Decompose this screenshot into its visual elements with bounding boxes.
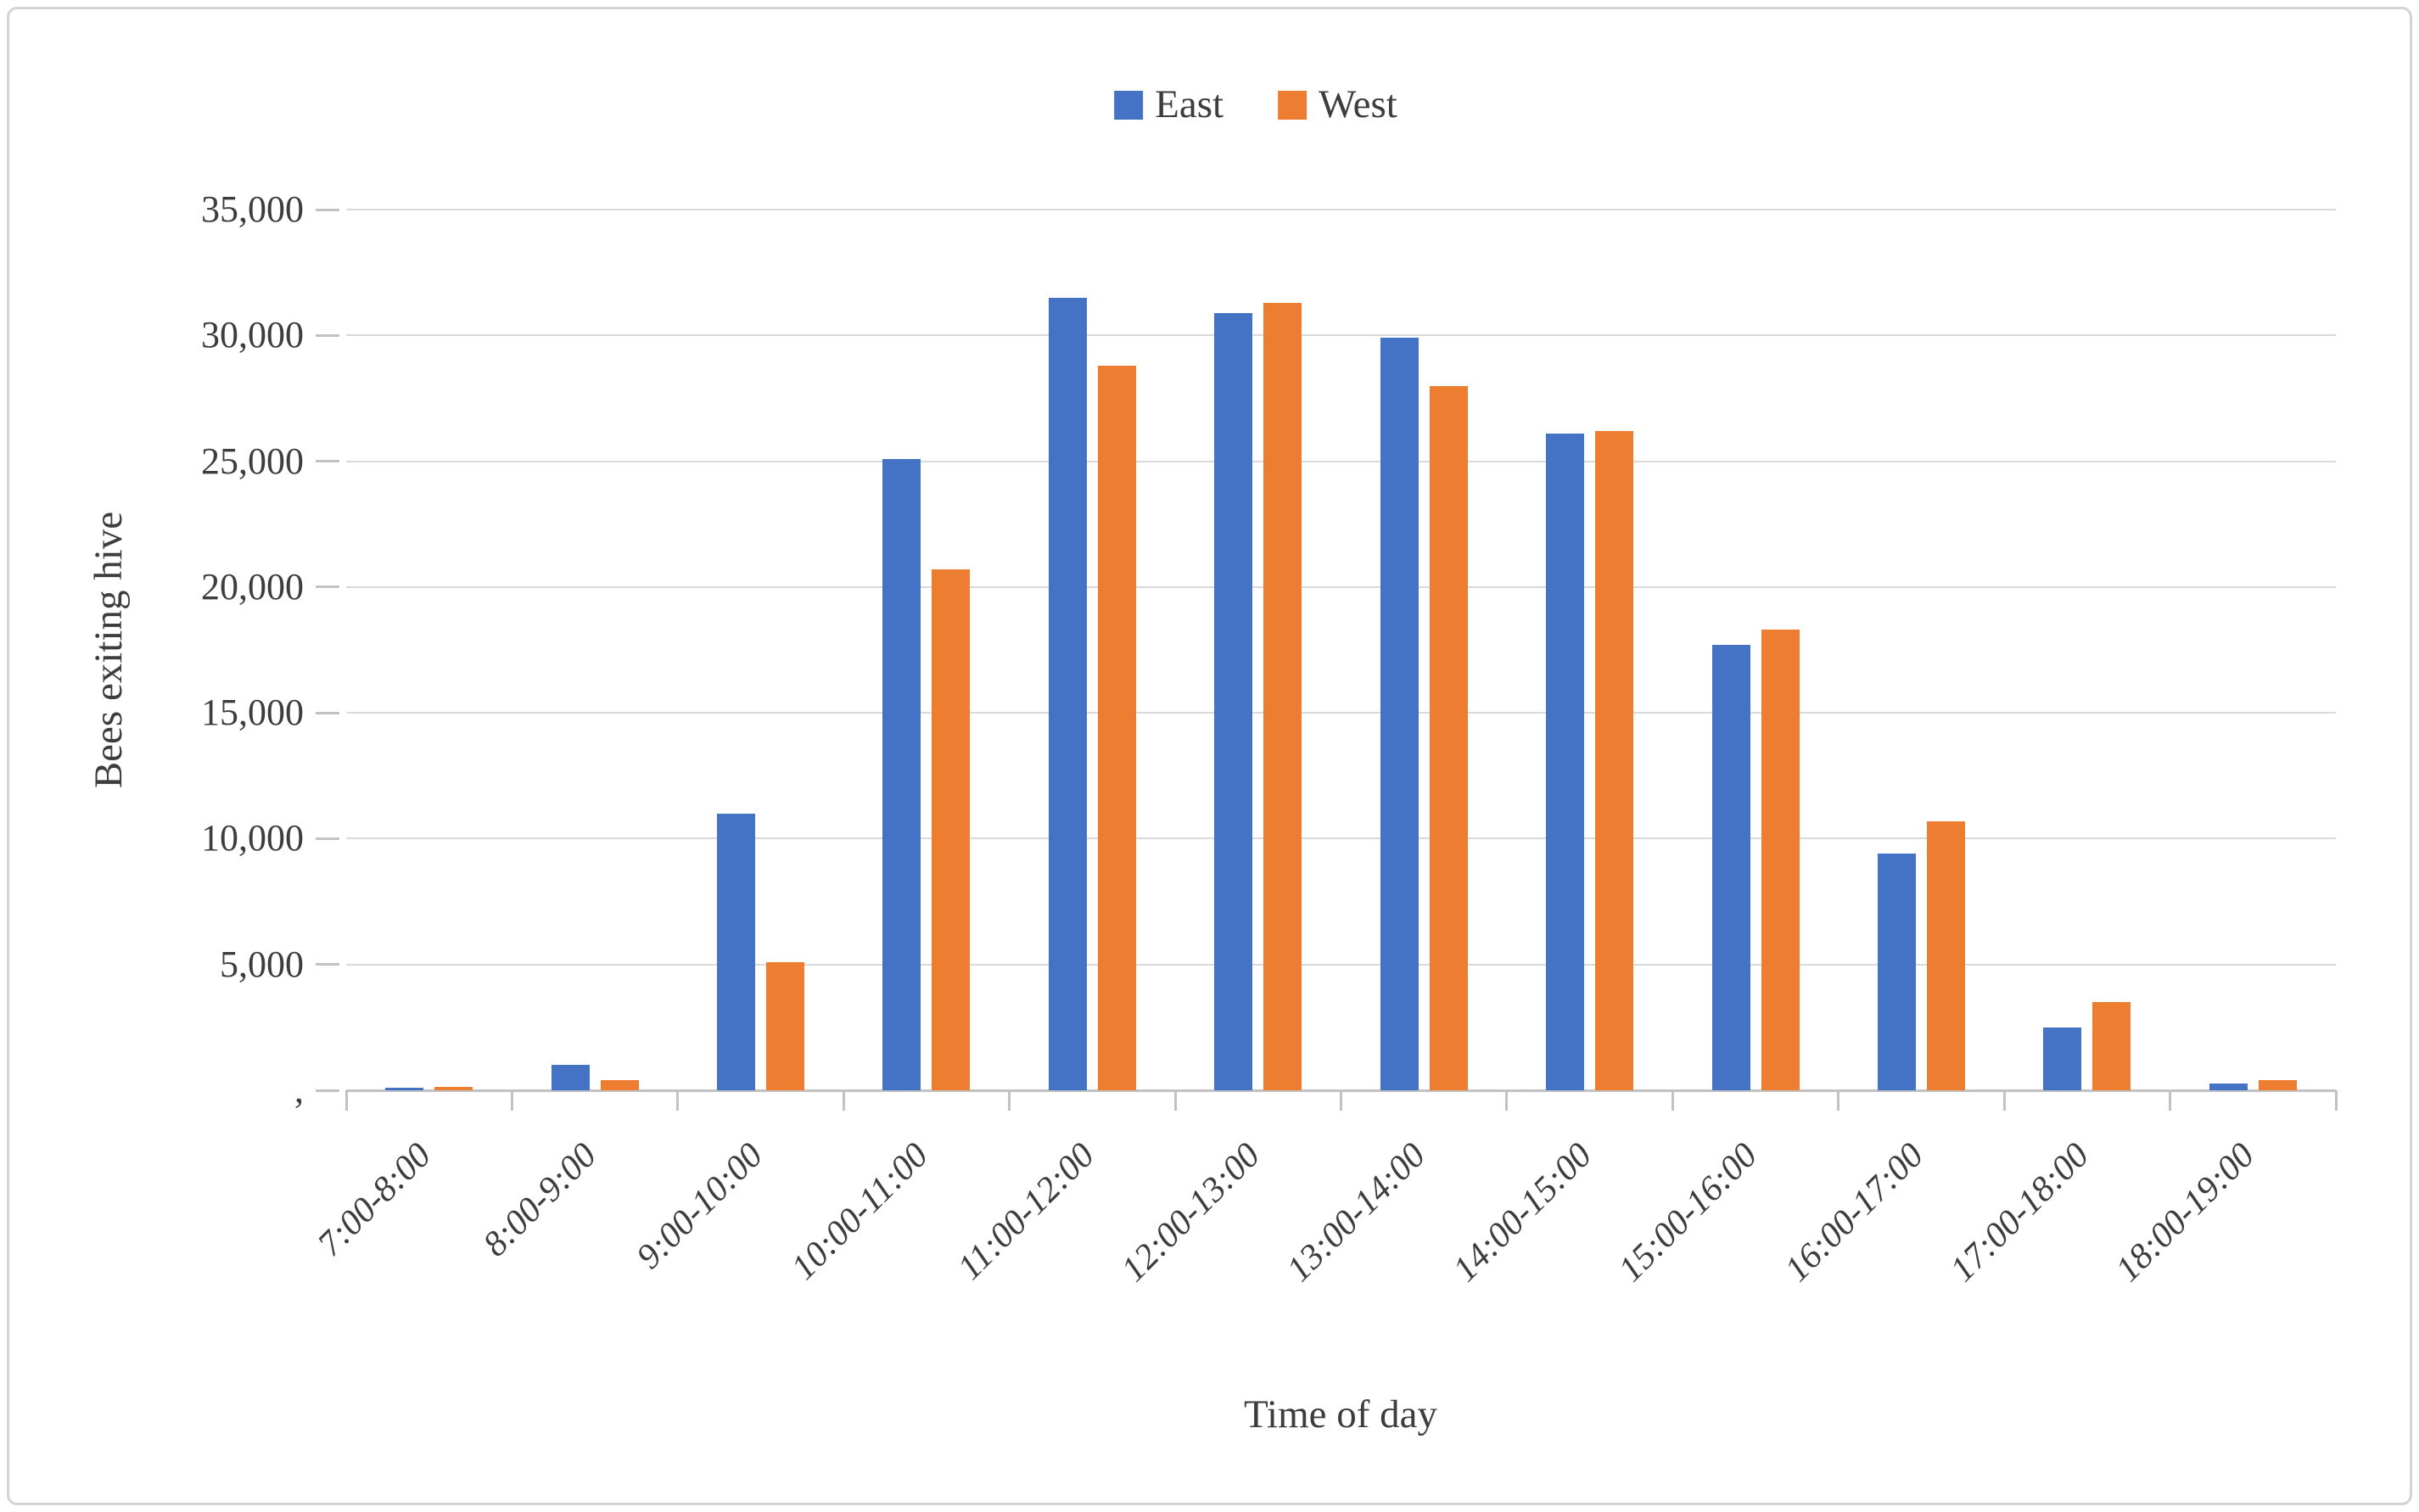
x-tick-mark [1008,1090,1011,1111]
legend-label-west: West [1319,82,1397,126]
bar-east-12 [2209,1083,2248,1090]
x-tick-label: 9:00-10:00 [629,1135,770,1277]
bar-west-10 [1926,820,1965,1090]
y-tick-mark [316,585,339,589]
bar-west-9 [1761,630,1800,1090]
bar-group-10 [1839,210,2004,1090]
bar-group-4 [843,210,1009,1090]
gridline-35000 [346,209,2336,210]
bar-west-2 [600,1080,639,1090]
x-tick-mark [510,1090,513,1111]
x-tick-mark [676,1090,680,1111]
legend-item-east: East [1114,85,1223,125]
bar-west-8 [1595,430,1634,1090]
y-tick-mark [316,1089,339,1092]
bar-east-9 [1711,645,1750,1090]
y-tick-label: 35,000 [201,188,304,230]
bar-east-5 [1048,297,1087,1090]
gridline-10000 [346,837,2336,840]
legend-item-west: West [1278,85,1397,125]
x-tick-mark [1505,1090,1509,1111]
y-tick-label: 20,000 [201,565,304,608]
bar-west-3 [766,961,805,1090]
bar-group-12 [2170,210,2336,1090]
bar-west-7 [1429,385,1468,1090]
bar-east-8 [1546,433,1585,1090]
bar-east-11 [2043,1027,2082,1090]
y-tick-label: 5,000 [220,943,304,985]
x-tick-label: 8:00-9:00 [475,1135,605,1264]
legend-swatch-east [1114,90,1144,120]
x-axis-title: Time of day [1243,1392,1438,1436]
y-tick-mark [316,711,339,714]
gridline-5000 [346,963,2336,966]
x-tick-label: 11:00-12:00 [949,1135,1102,1288]
y-tick-label: 10,000 [201,817,304,860]
bar-group-7 [1341,210,1507,1090]
y-tick-mark [316,963,339,966]
bar-group-2 [512,210,677,1090]
x-tick-mark [1340,1090,1342,1111]
bar-group-1 [346,210,512,1090]
bar-east-2 [551,1065,590,1090]
y-tick-mark [316,837,339,840]
x-tick-label: 14:00-15:00 [1445,1135,1599,1290]
x-tick-label: 16:00-17:00 [1777,1135,1931,1290]
x-tick-mark [2169,1090,2172,1111]
bar-group-9 [1672,210,1838,1090]
bar-east-10 [1877,854,1916,1090]
x-tick-mark [344,1090,348,1111]
x-tick-label: 15:00-16:00 [1611,1135,1766,1290]
x-tick-label: 10:00-11:00 [784,1135,937,1288]
y-tick-label: 30,000 [201,314,304,356]
y-tick-label: , [294,1069,304,1111]
plot-area [346,209,2336,1092]
bar-east-7 [1380,338,1419,1090]
bar-group-8 [1507,210,1672,1090]
x-tick-mark [1173,1090,1177,1111]
bar-group-6 [1175,210,1341,1090]
gridline-15000 [346,712,2336,714]
x-tick-mark [1671,1090,1674,1111]
legend: East West [1114,85,1397,125]
legend-swatch-west [1278,90,1307,120]
y-tick-mark [316,333,339,337]
x-tick-mark [2334,1090,2338,1111]
x-tick-mark [2002,1090,2006,1111]
gridline-25000 [346,460,2336,462]
x-tick-label: 18:00-19:00 [2108,1135,2263,1290]
x-tick-label: 12:00-13:00 [1113,1135,1268,1290]
bar-group-5 [1010,210,1175,1090]
bar-west-12 [2258,1080,2297,1090]
bar-west-5 [1097,365,1136,1090]
gridline-30000 [346,334,2336,337]
bar-east-3 [717,813,756,1090]
gridline-20000 [346,585,2336,588]
x-tick-label: 13:00-14:00 [1279,1135,1434,1290]
y-tick-mark [316,460,339,463]
bar-group-11 [2004,210,2170,1090]
legend-label-east: East [1155,82,1224,126]
x-tick-label: 17:00-18:00 [1942,1135,2097,1290]
y-tick-label: 15,000 [201,692,304,734]
bar-west-1 [434,1086,473,1090]
x-tick-mark [842,1090,845,1111]
bar-east-1 [385,1088,424,1090]
y-tick-mark [316,208,339,211]
bar-east-6 [1214,312,1253,1090]
bar-group-3 [678,210,843,1090]
bar-west-11 [2092,1002,2131,1090]
x-tick-label: 7:00-8:00 [310,1135,439,1264]
x-tick-mark [1837,1090,1840,1111]
y-axis-title: Bees exiting hive [87,511,131,789]
y-tick-label: 25,000 [201,440,304,482]
bar-west-4 [932,569,971,1090]
bar-east-4 [882,458,921,1090]
bar-west-6 [1263,302,1302,1090]
